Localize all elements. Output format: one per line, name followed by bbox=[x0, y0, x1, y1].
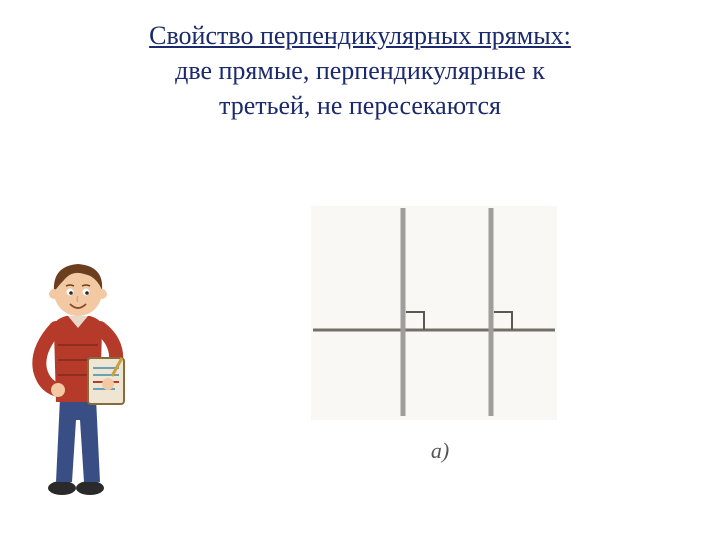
slide-subtitle-2: третьей, не пересекаются bbox=[40, 88, 680, 123]
diagram-svg bbox=[305, 200, 575, 430]
perpendicular-diagram: а) bbox=[305, 200, 575, 470]
diagram-caption: а) bbox=[305, 438, 575, 464]
slide-header: Свойство перпендикулярных прямых: две пр… bbox=[0, 0, 720, 123]
boy-svg bbox=[18, 250, 138, 500]
slide-title: Свойство перпендикулярных прямых: bbox=[40, 18, 680, 53]
slide-subtitle-1: две прямые, перпендикулярные к bbox=[40, 53, 680, 88]
boy-character bbox=[18, 250, 138, 500]
